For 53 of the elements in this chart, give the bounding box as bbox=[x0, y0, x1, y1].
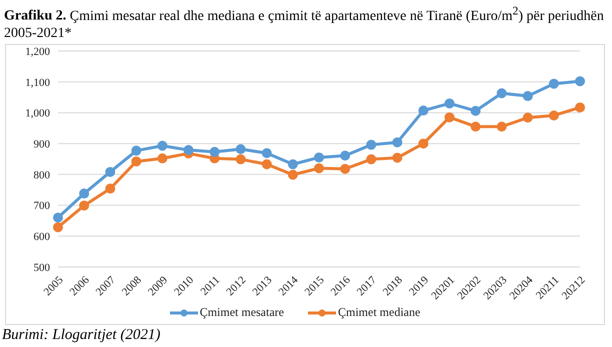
point bbox=[53, 222, 63, 232]
point bbox=[392, 152, 402, 163]
point bbox=[522, 91, 533, 102]
point bbox=[470, 106, 481, 116]
y-tick-label: 700 bbox=[34, 200, 50, 212]
y-tick-label: 800 bbox=[34, 169, 50, 182]
point bbox=[548, 110, 559, 120]
legend-label: Çmimet mesatare bbox=[198, 305, 284, 320]
point bbox=[496, 122, 507, 132]
point bbox=[79, 188, 90, 199]
point bbox=[184, 145, 194, 156]
point bbox=[131, 156, 142, 166]
point bbox=[496, 88, 507, 98]
point bbox=[366, 140, 376, 150]
point bbox=[314, 163, 324, 174]
point bbox=[236, 144, 246, 154]
point bbox=[236, 154, 246, 164]
point bbox=[262, 148, 272, 158]
point bbox=[105, 184, 116, 194]
point bbox=[575, 76, 585, 86]
y-tick-label: 600 bbox=[34, 231, 50, 244]
point bbox=[575, 102, 585, 112]
point bbox=[157, 140, 168, 151]
point bbox=[522, 112, 533, 123]
point bbox=[53, 212, 63, 223]
y-tick-label: 1,000 bbox=[25, 108, 50, 120]
point bbox=[548, 78, 559, 89]
point bbox=[444, 112, 454, 122]
y-tick-label: 1,200 bbox=[25, 46, 50, 58]
point bbox=[105, 166, 116, 177]
point bbox=[340, 150, 350, 161]
point bbox=[392, 137, 402, 148]
point bbox=[314, 152, 324, 162]
legend-label: Çmimet mediane bbox=[337, 305, 420, 320]
point bbox=[79, 200, 90, 211]
y-tick-label: 900 bbox=[34, 138, 50, 150]
point bbox=[444, 98, 454, 108]
chart-title: Grafiku 2. Çmimi mesatar real dhe mediana e çmimit të apartamenteve në Tiranë (Euro/m$^{2}$) për periudhën 2005-2021* bbox=[4, 4, 604, 41]
point bbox=[470, 122, 481, 132]
point bbox=[262, 159, 272, 170]
text: Burimi: Llogaritjet (2021) bbox=[2, 327, 160, 344]
point bbox=[131, 146, 142, 156]
point bbox=[288, 159, 298, 170]
point bbox=[288, 170, 298, 180]
point bbox=[418, 138, 428, 149]
y-tick-label: 1,100 bbox=[25, 76, 50, 89]
x-tick-label: 2011 bbox=[198, 274, 222, 298]
point bbox=[418, 106, 428, 116]
point bbox=[366, 154, 376, 164]
y-tick-label: 500 bbox=[34, 262, 50, 274]
point bbox=[157, 153, 168, 164]
point bbox=[210, 146, 220, 157]
point bbox=[340, 164, 350, 174]
